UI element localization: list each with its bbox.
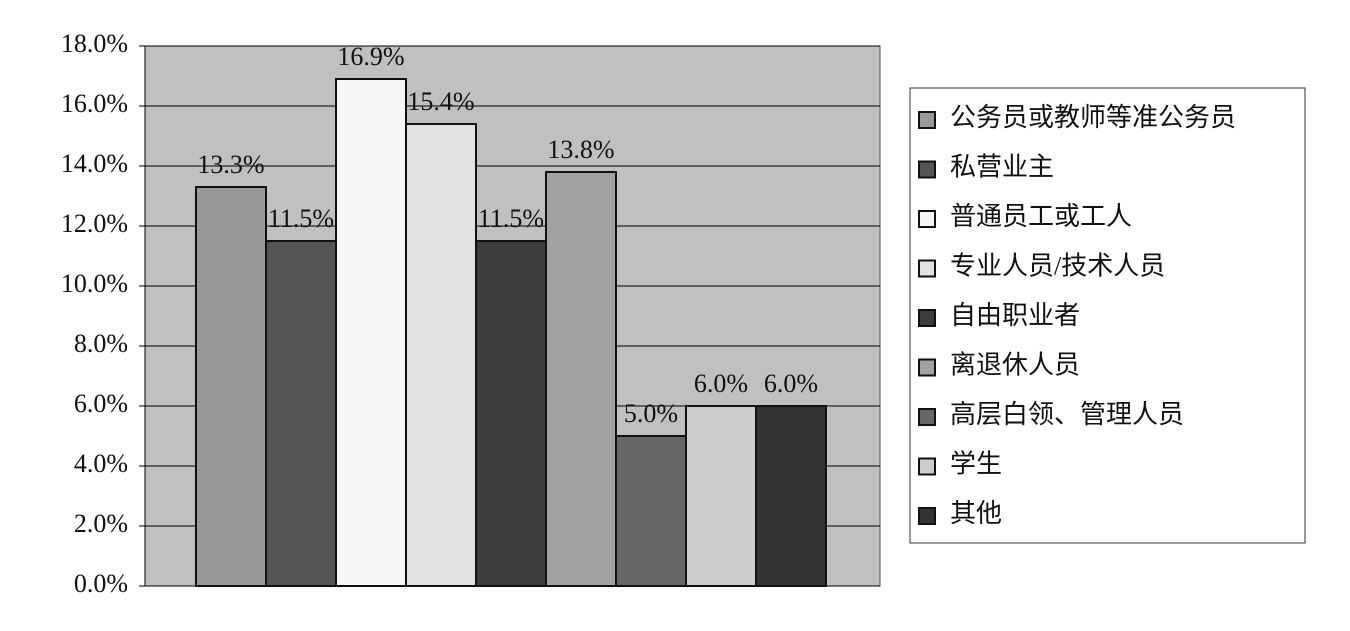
value-label: 6.0% <box>694 369 748 398</box>
legend-swatch <box>918 408 936 426</box>
legend-swatch <box>918 457 936 476</box>
legend-swatch <box>918 259 936 278</box>
legend-label: 自由职业者 <box>950 301 1080 330</box>
y-tick-label: 4.0% <box>74 449 128 478</box>
legend-label: 私营业主 <box>950 152 1054 181</box>
value-label: 16.9% <box>337 42 404 71</box>
y-tick-label: 0.0% <box>74 569 128 598</box>
legend-swatch <box>918 160 936 179</box>
bar <box>475 240 547 587</box>
legend-label: 学生 <box>950 449 1002 478</box>
y-tick-label: 16.0% <box>61 89 128 118</box>
y-tick-label: 10.0% <box>61 269 128 298</box>
legend-swatch <box>918 210 936 228</box>
y-tick-label: 18.0% <box>61 29 128 58</box>
legend-label: 离退休人员 <box>950 350 1080 379</box>
bar <box>615 435 687 587</box>
value-label: 5.0% <box>624 399 678 428</box>
y-tick-label: 14.0% <box>61 149 128 178</box>
y-tick-label: 2.0% <box>74 509 128 538</box>
legend-label: 其他 <box>950 499 1002 528</box>
bar <box>755 405 827 587</box>
bar <box>195 186 267 587</box>
legend-swatch <box>918 507 936 525</box>
value-label: 11.5% <box>268 204 334 233</box>
legend-label: 普通员工或工人 <box>950 202 1132 231</box>
y-tick-label: 8.0% <box>74 329 128 358</box>
bar <box>685 405 757 587</box>
bar <box>335 78 407 587</box>
legend-label: 高层白领、管理人员 <box>950 400 1184 429</box>
value-label: 11.5% <box>478 204 544 233</box>
bar <box>405 123 477 587</box>
value-label: 13.3% <box>197 150 264 179</box>
bar <box>265 240 337 587</box>
legend-swatch <box>918 309 936 327</box>
legend-label: 专业人员/技术人员 <box>950 251 1165 280</box>
legend-swatch <box>918 111 936 129</box>
y-tick-label: 6.0% <box>74 389 128 418</box>
legend-swatch <box>918 358 936 377</box>
value-label: 6.0% <box>764 369 818 398</box>
value-label: 13.8% <box>547 135 614 164</box>
y-tick-label: 12.0% <box>61 209 128 238</box>
value-label: 15.4% <box>407 87 474 116</box>
legend-box <box>909 87 1306 544</box>
bar <box>545 171 617 587</box>
legend-label: 公务员或教师等准公务员 <box>950 103 1236 132</box>
